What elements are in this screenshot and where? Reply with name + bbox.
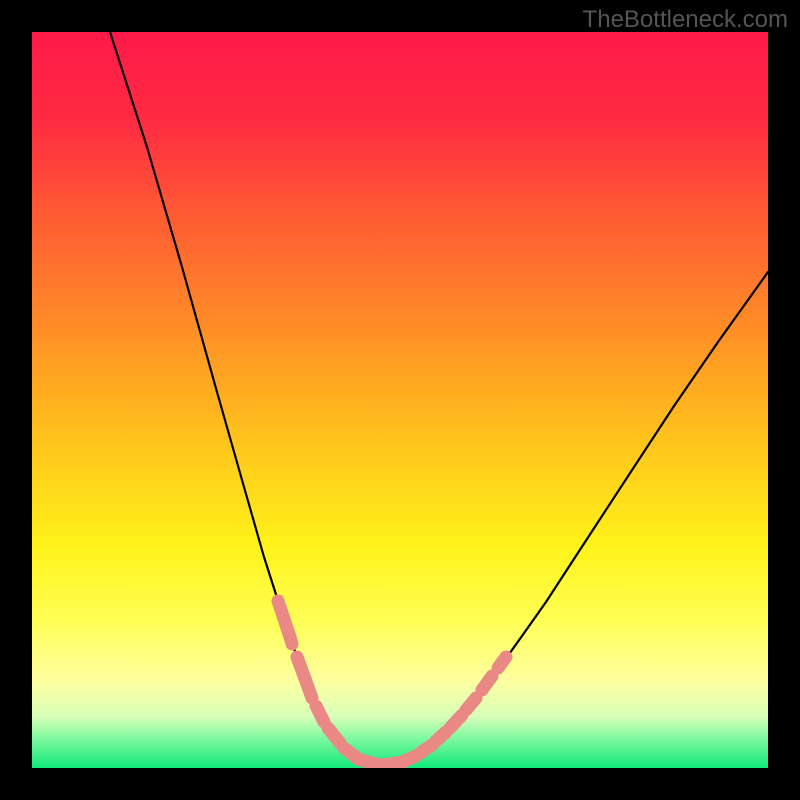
marker-segment bbox=[420, 745, 432, 753]
marker-segment bbox=[436, 732, 446, 741]
marker-segment bbox=[466, 698, 476, 710]
marker-segment bbox=[450, 715, 462, 728]
attribution-text: TheBottleneck.com bbox=[583, 6, 788, 34]
marker-segment bbox=[316, 706, 324, 722]
plot-svg bbox=[32, 32, 768, 768]
chart-frame: TheBottleneck.com bbox=[0, 0, 800, 800]
gradient-background bbox=[32, 32, 768, 768]
marker-segment bbox=[290, 637, 292, 644]
marker-segment bbox=[482, 676, 492, 690]
marker-segment bbox=[498, 657, 506, 668]
plot-area bbox=[32, 32, 768, 768]
marker-segment bbox=[304, 676, 312, 698]
marker-segment bbox=[401, 756, 416, 763]
